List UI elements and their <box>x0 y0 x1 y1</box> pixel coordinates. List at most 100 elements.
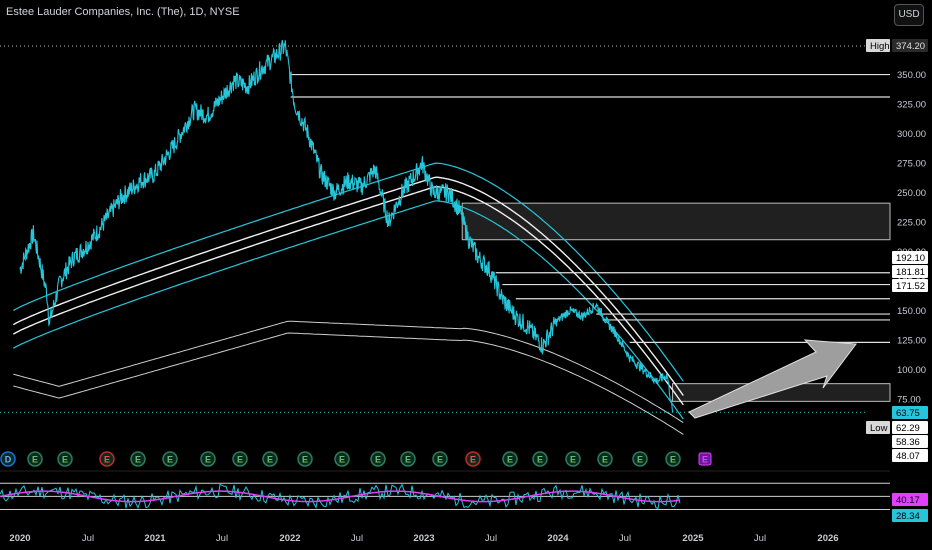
price-tag-value: 181.81 <box>896 267 925 278</box>
event-badge-icon <box>232 451 248 467</box>
event-marker-15[interactable]: E <box>502 451 518 467</box>
time-tick-label: 2020 <box>9 533 30 544</box>
price-tag-value: 62.29 <box>896 423 920 434</box>
event-badge-icon <box>665 451 681 467</box>
event-marker-label: E <box>437 455 443 465</box>
event-marker-18[interactable]: E <box>597 451 613 467</box>
long-band-lower <box>13 332 684 435</box>
event-marker-label: E <box>375 455 381 465</box>
event-marker-label: E <box>135 455 141 465</box>
event-marker-9[interactable]: E <box>297 451 313 467</box>
price-tag-4: 63.75 <box>892 406 928 419</box>
event-badge-icon <box>502 451 518 467</box>
event-marker-12[interactable]: E <box>400 451 416 467</box>
event-marker-14[interactable]: E <box>465 451 481 467</box>
chart-title: Estee Lauder Companies, Inc. (The), 1D, … <box>6 6 240 18</box>
event-marker-7[interactable]: E <box>232 451 248 467</box>
price-tag-label: High <box>870 41 890 52</box>
time-tick-label: Jul <box>216 533 228 544</box>
event-marker-13[interactable]: E <box>432 451 448 467</box>
event-marker-label: E <box>237 455 243 465</box>
price-tag-value: 58.36 <box>896 437 920 448</box>
price-tag-value: 28.34 <box>896 511 920 522</box>
event-marker-label: E <box>167 455 173 465</box>
event-marker-label: E <box>702 455 708 465</box>
time-tick-label: 2024 <box>547 533 569 544</box>
price-tag-label-box <box>866 421 890 434</box>
event-marker-21[interactable]: E <box>698 452 712 466</box>
event-future-icon <box>698 452 712 466</box>
price-tick-label: 75.00 <box>897 395 921 406</box>
event-marker-label: E <box>405 455 411 465</box>
event-badge-icon <box>130 451 146 467</box>
event-marker-label: E <box>602 455 608 465</box>
event-marker-label: E <box>302 455 308 465</box>
event-badge-icon <box>432 451 448 467</box>
event-marker-label: E <box>670 455 676 465</box>
rsi-line <box>0 483 681 510</box>
event-marker-8[interactable]: E <box>262 451 278 467</box>
event-marker-5[interactable]: E <box>162 451 178 467</box>
rsi-signal-line <box>0 490 681 503</box>
price-series <box>19 40 674 413</box>
ma-band-mid-upper <box>12 176 684 396</box>
event-badge-icon <box>200 451 216 467</box>
trend-arrow-icon <box>688 339 857 419</box>
price-tag-box <box>892 421 928 434</box>
event-badge-icon <box>27 451 43 467</box>
price-tag-value: 63.75 <box>896 408 920 419</box>
event-badge-icon <box>262 451 278 467</box>
long-band-upper <box>13 320 684 424</box>
event-marker-6[interactable]: E <box>200 451 216 467</box>
price-tick-label: 350.00 <box>897 70 926 81</box>
event-marker-10[interactable]: E <box>334 451 350 467</box>
event-marker-label: E <box>470 455 476 465</box>
event-marker-19[interactable]: E <box>632 451 648 467</box>
time-tick-label: 2025 <box>682 533 704 544</box>
event-badge-icon <box>57 451 73 467</box>
event-badge-icon <box>400 451 416 467</box>
event-marker-2[interactable]: E <box>57 451 73 467</box>
price-tag-8: 40.17 <box>892 493 928 506</box>
event-marker-label: E <box>570 455 576 465</box>
event-marker-4[interactable]: E <box>130 451 146 467</box>
price-tag-value: 48.07 <box>896 451 920 462</box>
event-marker-label: E <box>339 455 345 465</box>
event-marker-label: E <box>62 455 68 465</box>
event-marker-20[interactable]: E <box>665 451 681 467</box>
event-marker-label: E <box>637 455 643 465</box>
event-marker-label: D <box>5 455 12 465</box>
event-marker-16[interactable]: E <box>532 451 548 467</box>
price-tag-box <box>892 406 928 419</box>
price-tag-1: 192.10 <box>892 251 928 264</box>
price-tag-box <box>892 279 928 292</box>
price-tick-label: 300.00 <box>897 129 926 140</box>
price-tick-label: 325.00 <box>897 100 926 111</box>
event-marker-17[interactable]: E <box>565 451 581 467</box>
price-tag-0: High 374.20 <box>866 39 928 52</box>
event-marker-3[interactable]: E <box>99 451 115 467</box>
time-tick-label: Jul <box>619 533 631 544</box>
price-tag-label-box <box>866 39 890 52</box>
price-tag-6: 58.36 <box>892 435 928 448</box>
price-tag-7: 48.07 <box>892 449 928 462</box>
event-badge-icon <box>565 451 581 467</box>
event-marker-11[interactable]: E <box>370 451 386 467</box>
event-marker-1[interactable]: E <box>27 451 43 467</box>
price-tag-box <box>892 493 928 506</box>
price-tag-label: Low <box>870 423 888 434</box>
time-tick-label: 2023 <box>413 533 434 544</box>
price-tag-value: 171.52 <box>896 281 925 292</box>
zone-0 <box>461 202 891 241</box>
price-tag-value: 192.10 <box>896 253 925 264</box>
price-line <box>19 40 674 413</box>
event-marker-0[interactable]: D <box>0 451 16 467</box>
ma-band-upper <box>13 162 684 382</box>
ma-band-mid-lower <box>12 185 684 406</box>
currency-button[interactable]: USD <box>894 4 924 26</box>
event-badge-icon <box>632 451 648 467</box>
price-tag-3: 171.52 <box>892 279 928 292</box>
event-badge-icon <box>465 451 481 467</box>
